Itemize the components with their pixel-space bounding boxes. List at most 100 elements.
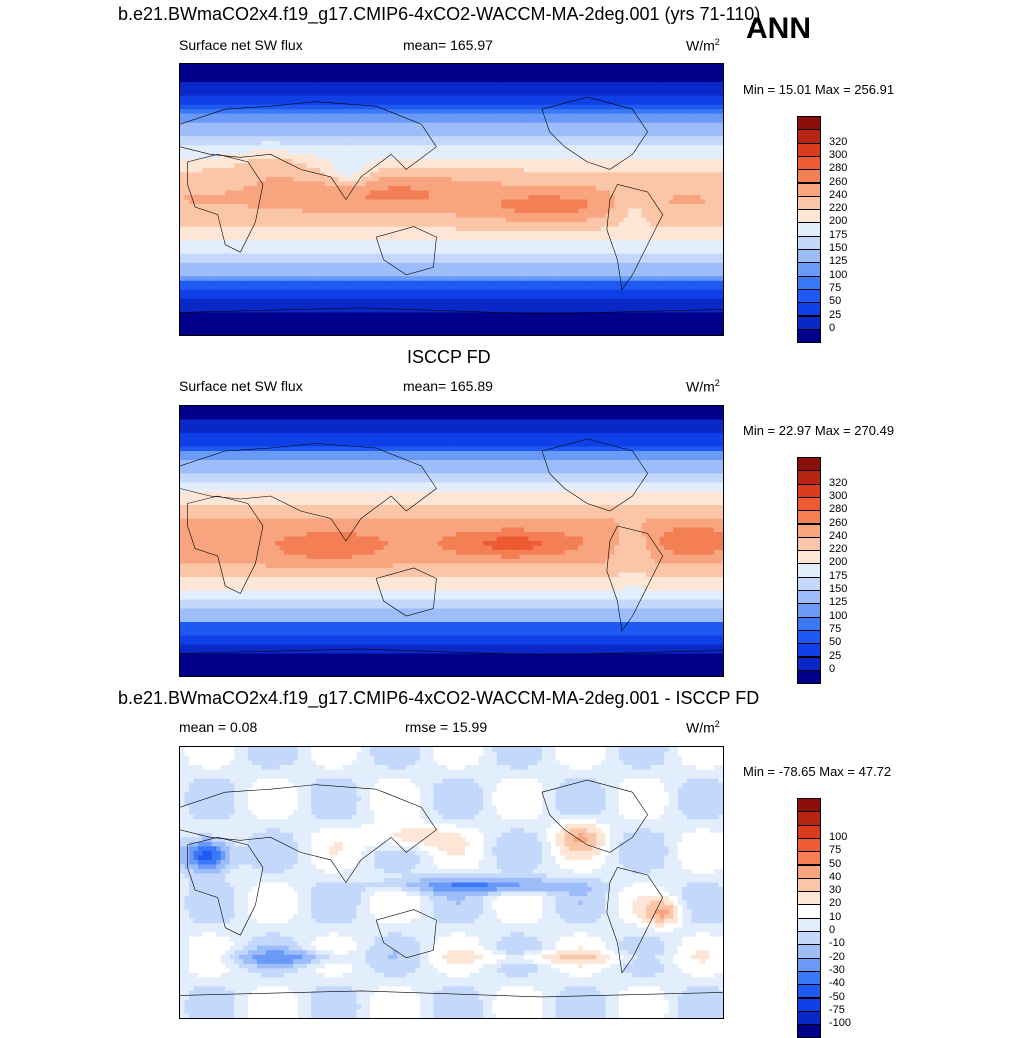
colorbar-swatch	[797, 302, 821, 316]
colorbar-swatch	[797, 984, 821, 998]
colorbar-swatch	[797, 630, 821, 644]
colorbar-swatch	[797, 249, 821, 263]
colorbar-tick-label: 150	[829, 583, 847, 595]
colorbar-tick-label: 320	[829, 477, 847, 489]
panel1-map-field	[180, 64, 723, 335]
colorbar-swatch	[797, 510, 821, 524]
colorbar-swatch	[797, 617, 821, 631]
colorbar-swatch	[797, 603, 821, 617]
colorbar-tick-label: 220	[829, 202, 847, 214]
colorbar-swatch	[797, 577, 821, 591]
colorbar-tick-label: -40	[829, 977, 845, 989]
panel1-mean-label: mean= 165.97	[403, 37, 493, 53]
colorbar-swatch	[797, 825, 821, 839]
colorbar-swatch	[797, 196, 821, 210]
colorbar-tick-label: 260	[829, 176, 847, 188]
colorbar-tick-label: -50	[829, 991, 845, 1003]
panel3-map-field	[180, 747, 723, 1018]
colorbar-swatch	[797, 904, 821, 918]
colorbar-tick-label: 50	[829, 636, 841, 648]
colorbar-swatch	[797, 329, 821, 343]
colorbar-swatch	[797, 838, 821, 852]
colorbar-swatch	[797, 971, 821, 985]
colorbar-swatch	[797, 1011, 821, 1025]
colorbar-swatch	[797, 590, 821, 604]
panel1-units: W/m2	[686, 37, 720, 54]
panel3-minmax: Min = -78.65 Max = 47.72	[743, 764, 891, 779]
colorbar-swatch	[797, 657, 821, 671]
colorbar-swatch	[797, 484, 821, 498]
colorbar-tick-label: 175	[829, 570, 847, 582]
colorbar-swatch	[797, 457, 821, 471]
colorbar-tick-label: 0	[829, 924, 835, 936]
colorbar-swatch	[797, 944, 821, 958]
colorbar-swatch	[797, 276, 821, 290]
colorbar-tick-label: 220	[829, 543, 847, 555]
colorbar-tick-label: 240	[829, 530, 847, 542]
colorbar-swatch	[797, 670, 821, 684]
colorbar-tick-label: -10	[829, 937, 845, 949]
colorbar-swatch	[797, 643, 821, 657]
colorbar-swatch	[797, 851, 821, 865]
colorbar-tick-label: 25	[829, 309, 841, 321]
colorbar-swatch	[797, 524, 821, 538]
panel2-map	[179, 405, 724, 677]
colorbar-swatch	[797, 156, 821, 170]
colorbar-swatch	[797, 262, 821, 276]
colorbar-swatch	[797, 183, 821, 197]
colorbar-swatch	[797, 958, 821, 972]
colorbar-swatch	[797, 236, 821, 250]
panel2-variable-label: Surface net SW flux	[179, 378, 303, 394]
colorbar-tick-label: -75	[829, 1004, 845, 1016]
colorbar-tick-label: 200	[829, 215, 847, 227]
panel2-minmax: Min = 22.97 Max = 270.49	[743, 423, 894, 438]
colorbar-tick-label: -100	[829, 1017, 851, 1029]
colorbar-swatch	[797, 169, 821, 183]
colorbar-tick-label: 50	[829, 295, 841, 307]
colorbar-tick-label: 75	[829, 844, 841, 856]
colorbar-swatch	[797, 129, 821, 143]
colorbar-tick-label: 75	[829, 282, 841, 294]
colorbar-swatch	[797, 878, 821, 892]
colorbar-tick-label: 0	[829, 322, 835, 334]
colorbar-swatch	[797, 998, 821, 1012]
colorbar-swatch	[797, 931, 821, 945]
colorbar-tick-label: 0	[829, 663, 835, 675]
colorbar-tick-label: 300	[829, 490, 847, 502]
colorbar-tick-label: -20	[829, 951, 845, 963]
colorbar-swatch	[797, 222, 821, 236]
panel1-variable-label: Surface net SW flux	[179, 37, 303, 53]
colorbar-swatch	[797, 143, 821, 157]
panel1-map	[179, 63, 724, 336]
colorbar-swatch	[797, 891, 821, 905]
colorbar-swatch	[797, 865, 821, 879]
colorbar-swatch	[797, 316, 821, 330]
colorbar-tick-label: 100	[829, 269, 847, 281]
colorbar-tick-label: 175	[829, 229, 847, 241]
colorbar-tick-label: 280	[829, 503, 847, 515]
colorbar-tick-label: 50	[829, 858, 841, 870]
colorbar-swatch	[797, 563, 821, 577]
panel1-minmax: Min = 15.01 Max = 256.91	[743, 82, 894, 97]
colorbar-tick-label: 10	[829, 911, 841, 923]
panel3-units: W/m2	[686, 719, 720, 736]
colorbar-swatch	[797, 116, 821, 130]
colorbar-swatch	[797, 537, 821, 551]
colorbar-tick-label: 25	[829, 650, 841, 662]
colorbar-swatch	[797, 550, 821, 564]
colorbar-tick-label: 30	[829, 884, 841, 896]
colorbar-tick-label: 125	[829, 596, 847, 608]
colorbar-tick-label: 125	[829, 255, 847, 267]
colorbar-tick-label: 100	[829, 610, 847, 622]
panel3-mean-label: mean = 0.08	[179, 719, 257, 735]
colorbar-tick-label: 100	[829, 831, 847, 843]
panel3-map	[179, 746, 724, 1019]
colorbar-swatch	[797, 798, 821, 812]
colorbar-swatch	[797, 289, 821, 303]
colorbar-tick-label: 75	[829, 623, 841, 635]
panel2-map-field	[180, 406, 723, 676]
panel3-rmse-label: rmse = 15.99	[405, 719, 487, 735]
panel2-units: W/m2	[686, 378, 720, 395]
colorbar-swatch	[797, 1024, 821, 1038]
colorbar-tick-label: 40	[829, 871, 841, 883]
